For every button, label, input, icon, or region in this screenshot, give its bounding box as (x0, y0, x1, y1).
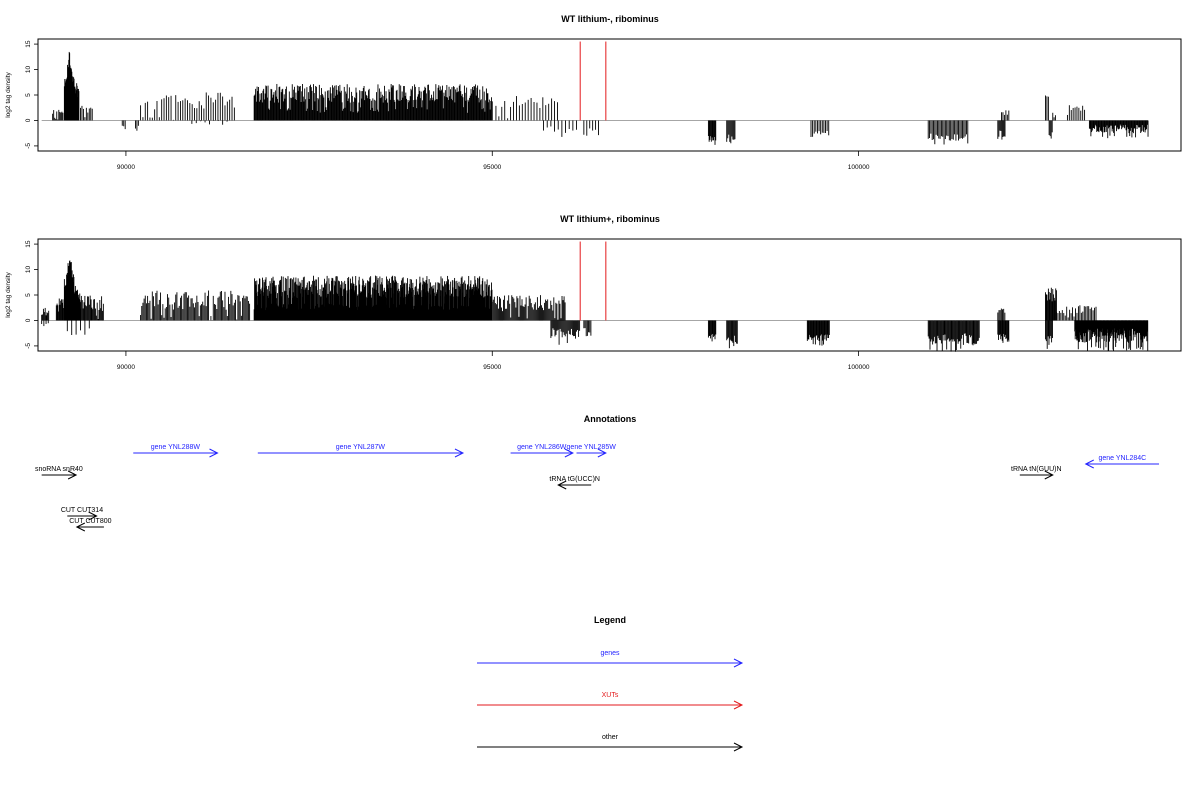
legend-label: genes (600, 650, 620, 657)
annotation-gene: gene YNL284C (1084, 455, 1160, 469)
annotation-other: tRNA tG(UCC)N (549, 476, 600, 490)
panel-middle-markers (579, 241, 607, 321)
annotation-gene: gene YNL288W (133, 444, 219, 458)
xtick-label: 100000 (848, 164, 870, 171)
ytick-label: 15 (25, 40, 32, 48)
ytick-label: 10 (25, 266, 32, 274)
panel-middle-title: WT lithium+, ribominus (560, 214, 660, 224)
legend-items: genes XUTs other (477, 650, 744, 752)
annotation-arrow-head (597, 448, 607, 458)
annotation-arrow-head (564, 448, 574, 458)
annotations-title: Annotations (584, 414, 637, 424)
annotation-gene: gene YNL285W (567, 444, 617, 458)
xtick-label: 90000 (117, 364, 135, 371)
annotation-arrow-head (1044, 470, 1054, 480)
annotation-arrow-head (67, 470, 78, 480)
ytick-label: 0 (25, 318, 32, 322)
annotation-other: snoRNA snR40 (35, 466, 83, 480)
panel-middle: WT lithium+, ribominus log2 tag density … (5, 214, 1182, 371)
annotation-label: tRNA tG(UCC)N (549, 476, 600, 483)
ytick-label: -5 (25, 143, 32, 149)
ytick-label: 15 (25, 240, 32, 248)
xtick-label: 90000 (117, 164, 135, 171)
panel-top-markers (579, 41, 607, 121)
panel-middle-bars (41, 260, 1149, 352)
annotation-label: gene YNL287W (336, 444, 386, 451)
annotation-items: gene YNL288W gene YNL287W gene YNL286W gene… (35, 444, 1160, 532)
annotation-label: gene YNL288W (151, 444, 201, 451)
legend-item-gene: genes (477, 650, 744, 668)
annotation-label: gene YNL285W (567, 444, 617, 451)
annotation-label: tRNA tN(GUU)N (1011, 466, 1062, 473)
legend-item-other: other (477, 734, 744, 752)
annotation-label: snoRNA snR40 (35, 466, 83, 473)
panel-top-yaxis: -5 0 5 10 15 (25, 40, 39, 149)
annotation-label: CUT CUT314 (61, 507, 103, 514)
panel-middle-xaxis: 90000 95000 100000 (117, 350, 870, 371)
annotation-other: CUT CUT800 (69, 518, 112, 532)
legend-label: XUTs (602, 692, 619, 699)
annotation-other: CUT CUT314 (61, 507, 103, 521)
annotation-arrow-head (88, 511, 98, 521)
annotations-track: Annotations gene YNL288W gene YNL287W gene… (35, 414, 1160, 532)
annotation-label: CUT CUT800 (69, 518, 111, 525)
annotation-gene: gene YNL287W (257, 444, 465, 458)
xtick-label: 95000 (483, 164, 501, 171)
annotation-arrow-head (209, 448, 219, 458)
panel-top-xaxis: 90000 95000 100000 (117, 150, 870, 171)
ytick-label: 0 (25, 118, 32, 122)
legend-arrow-head (733, 700, 744, 710)
ytick-label: 5 (25, 293, 32, 297)
panel-top-ylabel: log2 tag density (5, 71, 12, 117)
annotation-label: gene YNL286W (517, 444, 567, 451)
panel-top: WT lithium-, ribominus log2 tag density … (5, 14, 1182, 171)
annotation-other: tRNA tN(GUU)N (1011, 466, 1062, 480)
legend-label: other (602, 734, 619, 741)
ytick-label: 5 (25, 93, 32, 97)
ytick-label: 10 (25, 66, 32, 74)
ytick-label: -5 (25, 343, 32, 349)
panel-top-bars (52, 51, 1149, 145)
xtick-label: 100000 (848, 364, 870, 371)
annotation-gene: gene YNL286W (510, 444, 574, 458)
panel-top-frame (37, 38, 1182, 152)
legend-arrow-head (733, 658, 744, 668)
panel-top-title: WT lithium-, ribominus (561, 14, 659, 24)
legend-title: Legend (594, 615, 626, 625)
panel-middle-frame (37, 238, 1182, 352)
annotation-arrow-head (557, 480, 567, 490)
annotation-label: gene YNL284C (1099, 455, 1147, 462)
annotation-arrow-head (1084, 459, 1094, 469)
annotation-arrow-head (454, 448, 465, 458)
xtick-label: 95000 (483, 364, 501, 371)
panel-middle-yaxis: -5 0 5 10 15 (25, 240, 39, 349)
panel-middle-ylabel: log2 tag density (5, 271, 12, 317)
legend: Legend genes XUTs other (477, 615, 744, 752)
legend-item-xut: XUTs (477, 692, 744, 710)
legend-arrow-head (733, 742, 744, 752)
annotation-arrow-head (75, 522, 86, 532)
